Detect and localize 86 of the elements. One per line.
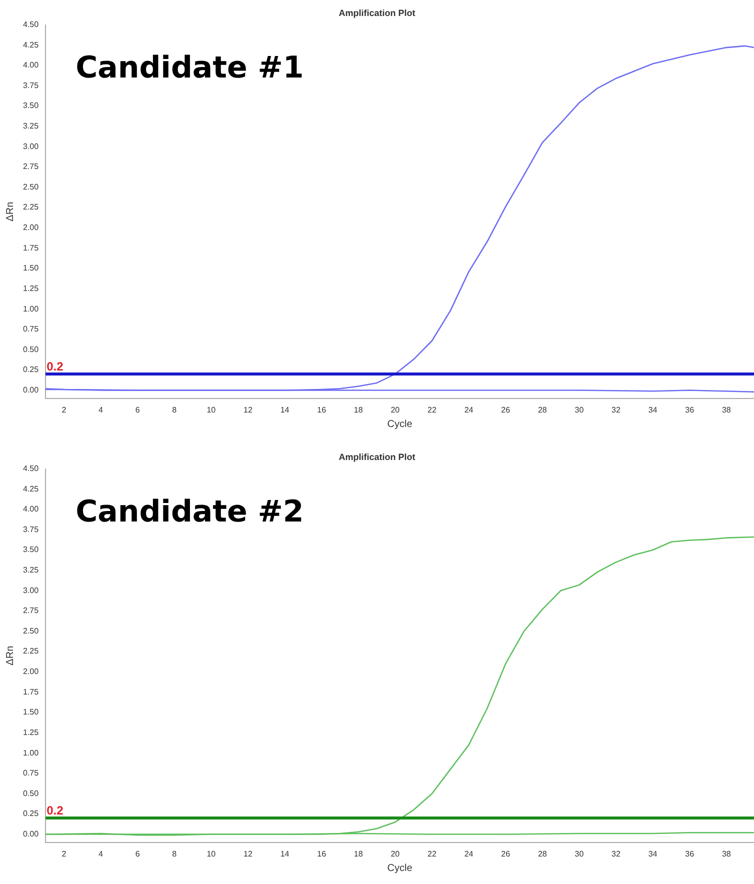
y-tick-label: 2.50: [22, 182, 40, 192]
y-axis-title: ΔRn: [4, 646, 16, 666]
x-tick-label: 2: [62, 405, 67, 414]
y-tick-label: 2.25: [22, 646, 40, 656]
x-tick-label: 28: [538, 849, 548, 858]
x-tick-label: 4: [98, 405, 104, 414]
x-tick-label: 8: [172, 849, 178, 858]
y-tick-label: 4.25: [22, 40, 40, 50]
y-tick-label: 0.50: [22, 344, 40, 354]
y-tick-label: 0.25: [22, 365, 40, 374]
y-tick-label: 2.50: [22, 626, 40, 636]
y-tick-label: 3.75: [22, 524, 40, 534]
x-tick-label: 16: [317, 849, 327, 858]
y-tick-label: 3.25: [22, 566, 40, 575]
x-tick-label: 24: [464, 405, 474, 414]
x-tick-label: 4: [98, 849, 104, 858]
y-tick-label: 4.50: [22, 20, 40, 30]
x-tick-label: 18: [354, 849, 364, 858]
x-tick-label: 38: [722, 405, 732, 414]
x-tick-label: 28: [538, 405, 548, 414]
y-tick-label: 0.75: [22, 768, 40, 778]
y-tick-label: 3.50: [22, 545, 40, 554]
x-tick-label: 34: [648, 849, 658, 858]
y-tick-label: 1.75: [22, 243, 40, 252]
y-tick-label: 1.50: [22, 264, 40, 273]
y-tick-label: 3.00: [22, 142, 40, 151]
annotation: Candidate #2: [76, 494, 304, 530]
chart-title: Amplification Plot: [338, 452, 416, 462]
x-tick-label: 32: [612, 405, 621, 414]
x-tick-label: 10: [206, 405, 216, 414]
x-tick-label: 30: [574, 849, 584, 858]
y-tick-label: 4.00: [22, 504, 40, 514]
x-tick-label: 6: [135, 849, 140, 858]
x-tick-label: 26: [501, 849, 511, 858]
y-tick-label: 3.50: [22, 101, 40, 110]
x-tick-label: 22: [428, 849, 437, 858]
x-tick-label: 34: [648, 405, 658, 414]
y-tick-label: 4.25: [22, 484, 40, 494]
x-tick-label: 14: [280, 849, 290, 858]
x-axis-title: Cycle: [387, 418, 413, 430]
y-tick-label: 1.00: [22, 748, 40, 758]
x-tick-label: 26: [501, 405, 511, 414]
x-tick-label: 16: [317, 405, 327, 414]
x-tick-label: 2: [62, 849, 67, 858]
y-tick-label: 2.25: [22, 202, 40, 212]
ref-line-label: 0.2: [46, 359, 64, 374]
x-tick-label: 10: [206, 849, 216, 858]
annotation: Candidate #1: [76, 50, 304, 86]
y-tick-label: 0.50: [22, 788, 40, 798]
chart-title: Amplification Plot: [338, 8, 416, 18]
y-tick-label: 3.75: [22, 80, 40, 90]
x-tick-label: 32: [612, 849, 621, 858]
y-tick-label: 0.00: [22, 829, 40, 838]
x-tick-label: 20: [390, 405, 400, 414]
y-tick-label: 2.00: [22, 223, 40, 232]
y-tick-label: 2.75: [22, 162, 40, 172]
x-axis-title: Cycle: [387, 862, 413, 874]
y-tick-label: 4.00: [22, 60, 40, 70]
y-axis-title: ΔRn: [4, 202, 16, 222]
y-tick-label: 0.75: [22, 324, 40, 334]
y-tick-label: 3.25: [22, 122, 40, 131]
x-tick-label: 38: [722, 849, 732, 858]
x-tick-label: 30: [574, 405, 584, 414]
x-tick-label: 20: [390, 849, 400, 858]
x-tick-label: 14: [280, 405, 290, 414]
x-tick-label: 12: [244, 849, 253, 858]
y-tick-label: 1.00: [22, 304, 40, 314]
y-tick-label: 1.50: [22, 708, 40, 717]
x-tick-label: 22: [428, 405, 437, 414]
y-tick-label: 2.00: [22, 667, 40, 676]
y-tick-label: 0.00: [22, 385, 40, 394]
x-tick-label: 6: [135, 405, 140, 414]
x-tick-label: 36: [685, 405, 695, 414]
y-tick-label: 1.25: [22, 284, 40, 293]
ref-line-label: 0.2: [46, 803, 64, 818]
x-tick-label: 24: [464, 849, 474, 858]
y-tick-label: 3.00: [22, 586, 40, 595]
x-tick-label: 12: [244, 405, 253, 414]
y-tick-label: 4.50: [22, 464, 40, 474]
y-tick-label: 1.25: [22, 728, 40, 737]
y-tick-label: 2.75: [22, 606, 40, 616]
x-tick-label: 18: [354, 405, 364, 414]
x-tick-label: 36: [685, 849, 695, 858]
y-tick-label: 0.25: [22, 809, 40, 818]
x-tick-label: 8: [172, 405, 178, 414]
y-tick-label: 1.75: [22, 687, 40, 696]
